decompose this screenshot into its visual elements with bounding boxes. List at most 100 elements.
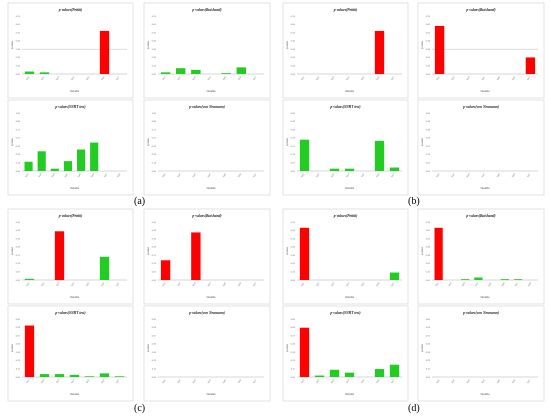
bar <box>99 373 110 377</box>
x-tick-label: Var5 <box>85 378 90 384</box>
x-tick-label: Var5 <box>360 378 365 384</box>
y-tick-label: 0.11 <box>426 369 431 371</box>
y-tick-label: 0.71 <box>16 129 21 131</box>
chart-frame <box>7 99 134 196</box>
chart-panel: p-values(Buishand) 0.00 0.10 0.20 0.30 0.40 0.… <box>417 2 545 99</box>
y-axis-label: p-value <box>11 137 14 146</box>
x-tick-label: Var5 <box>222 281 227 287</box>
y-tick-label: 0.00 <box>426 377 431 379</box>
y-tick-label: 0.07 <box>152 272 157 274</box>
y-tick-label: 0.50 <box>426 32 431 34</box>
y-tick-label: 0.71 <box>152 129 157 131</box>
x-tick-label: Var1 <box>25 75 30 81</box>
y-tick-label: 0.10 <box>291 272 296 274</box>
chart-title: p-values(SNHT test) <box>329 311 360 315</box>
x-tick-label: Var5 <box>222 378 227 384</box>
x-tick-label: Var2 <box>177 172 182 178</box>
x-axis-label: Variable <box>70 295 80 299</box>
y-tick-label: 0.21 <box>152 255 157 257</box>
y-tick-label: 0.43 <box>152 146 157 148</box>
x-tick-label: Var5 <box>496 378 501 384</box>
bar <box>299 139 310 171</box>
x-axis-label: Variable <box>70 186 80 190</box>
x-tick-label: Var4 <box>64 172 69 178</box>
x-tick-label: Var3 <box>330 172 335 178</box>
x-tick-label: Var7 <box>115 281 120 287</box>
x-tick-label: Var8 <box>116 172 121 178</box>
y-tick-label: 0.60 <box>426 230 431 232</box>
y-axis-label: p-value <box>147 137 150 146</box>
y-tick-label: 0.50 <box>16 222 21 224</box>
chart-title: p-values(SNHT test) <box>329 105 360 109</box>
y-tick-label: 0.36 <box>426 129 431 131</box>
chart-title: p-values(SNHT test) <box>54 311 85 315</box>
bar <box>176 68 186 74</box>
y-tick-label: 0.50 <box>152 222 157 224</box>
bar <box>99 30 110 75</box>
y-tick-label: 0.34 <box>16 352 21 354</box>
chart-frame <box>7 208 134 305</box>
chart-title: p-values(Buishand) <box>191 214 221 218</box>
bar <box>24 278 35 280</box>
y-tick-label: 0.69 <box>16 327 21 329</box>
bar <box>389 364 400 377</box>
chart-title: p-values(Buishand) <box>465 214 495 218</box>
y-axis-label: p-value <box>147 40 150 49</box>
chart-frame <box>282 2 409 99</box>
x-tick-label: Var7 <box>115 378 120 384</box>
y-tick-label: 0.50 <box>291 113 296 115</box>
x-tick-label: Var5 <box>360 172 365 178</box>
x-tick-label: Var4 <box>345 378 350 384</box>
bar <box>299 327 310 377</box>
y-tick-label: 0.11 <box>291 369 296 371</box>
x-axis-label: Variable <box>70 89 80 93</box>
y-tick-label: 0.20 <box>291 263 296 265</box>
bar <box>221 73 231 74</box>
x-tick-label: Var4 <box>481 378 486 384</box>
bar <box>90 142 99 171</box>
chart-title: p-values(SNHT test) <box>54 105 85 109</box>
chart-frame <box>143 2 271 99</box>
chart-panel: p-values(Pettitt) 0.00 0.10 0.20 0.30 0.40 0.5… <box>7 2 134 99</box>
x-axis-label: Variable <box>480 186 490 190</box>
y-tick-label: 0.34 <box>152 352 157 354</box>
y-tick-label: 0.69 <box>291 327 296 329</box>
y-tick-label: 0.69 <box>152 327 157 329</box>
x-axis-label: Variable <box>345 295 355 299</box>
y-tick-label: 0.57 <box>152 138 157 140</box>
x-axis-label: Variable <box>345 186 355 190</box>
y-tick-label: 0.57 <box>291 335 296 337</box>
bar <box>191 69 201 74</box>
x-tick-label: Var6 <box>237 378 242 384</box>
y-tick-label: 0.70 <box>426 16 431 18</box>
y-tick-label: 0.30 <box>152 49 157 51</box>
x-tick-label: Var2 <box>315 378 320 384</box>
chart-panel: p-values(Buishand) 0.00 0.10 0.20 0.30 0.40 0.… <box>417 208 545 305</box>
x-tick-label: Var6 <box>237 172 242 178</box>
chart-title: p-values(Pettitt) <box>58 8 83 12</box>
x-tick-label: Var2 <box>177 281 182 287</box>
x-tick-label: Var2 <box>315 172 320 178</box>
x-tick-label: Var7 <box>514 281 519 287</box>
bar <box>434 227 443 280</box>
x-tick-label: Var2 <box>177 75 182 81</box>
y-tick-label: 0.23 <box>152 360 157 362</box>
chart-title: p-values(von Neumann) <box>188 105 225 109</box>
bar <box>24 161 33 171</box>
chart-title: p-values(Buishand) <box>191 8 221 12</box>
x-axis-label: Variable <box>206 392 216 396</box>
bar <box>76 149 86 171</box>
x-tick-label: Var2 <box>40 378 45 384</box>
y-tick-label: 0.23 <box>16 360 21 362</box>
y-tick-label: 0.10 <box>426 272 431 274</box>
y-tick-label: 0.43 <box>152 230 157 232</box>
x-tick-label: Var2 <box>315 281 320 287</box>
y-tick-label: 0.86 <box>152 121 157 123</box>
bar <box>389 167 400 171</box>
x-tick-label: Var7 <box>252 281 257 287</box>
bar <box>24 71 35 74</box>
x-tick-label: Var6 <box>100 378 105 384</box>
y-tick-label: 0.46 <box>16 344 21 346</box>
x-axis-label: Variable <box>206 186 216 190</box>
y-tick-label: 0.40 <box>291 41 296 43</box>
